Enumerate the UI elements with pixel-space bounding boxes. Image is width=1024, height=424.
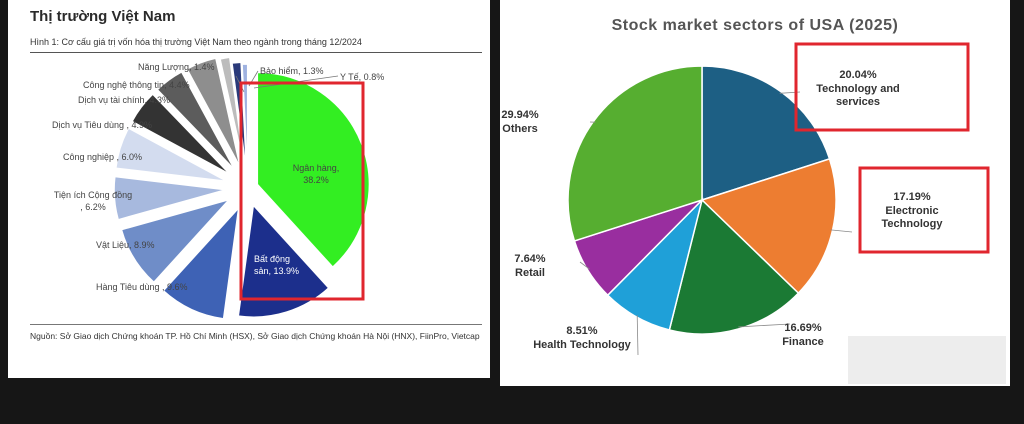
page-title: Thị trường Việt Nam — [30, 8, 176, 25]
pie-slice — [120, 198, 232, 284]
slice-value-label: 16.69% — [784, 322, 822, 334]
vietnam-pie-chart: Ngân hàng, 38.2% Bất động sản, 13.9% Hàng Ti… — [52, 56, 384, 320]
divider — [30, 324, 482, 325]
slice-label: Hàng Tiêu dùng , 9.6% — [96, 282, 188, 292]
source-note: Nguồn: Sở Giao dịch Chứng khoán TP. Hồ C… — [30, 331, 480, 341]
highlight-box — [858, 166, 990, 254]
slice-value-label: 17.19% — [893, 191, 931, 203]
slice-name-label: Finance — [782, 336, 824, 348]
pie-slice — [185, 57, 242, 168]
pie-slice — [114, 127, 228, 183]
slice-value-label: 29.94% — [501, 109, 539, 121]
slice-label: Y Tế, 0.8% — [340, 72, 384, 82]
slice-label: Dịch vụ Tiêu dùng , 4.9% — [52, 120, 152, 130]
pie-slice — [237, 203, 330, 318]
chart-subtitle: Hình 1: Cơ cấu giá trị vốn hóa thị trườn… — [30, 37, 362, 47]
slice-name-label: Technology and services — [816, 83, 900, 108]
pie-slice — [701, 65, 831, 202]
leader-line — [738, 323, 791, 328]
highlight-box — [794, 42, 970, 132]
pie-slice — [113, 175, 227, 221]
pie-slice — [162, 205, 240, 320]
pie-slice — [241, 63, 249, 177]
slice-name-label: Others — [502, 123, 537, 135]
leader-line — [830, 229, 853, 233]
slice-label: Dịch vụ tài chính, 4.3% — [78, 95, 170, 105]
slice-value-label: 20.04% — [839, 69, 877, 81]
slice-value-label: 7.64% — [514, 253, 545, 265]
chart-title: Stock market sectors of USA (2025) — [611, 17, 899, 34]
slice-label: Công nghệ thông tin, 4.4% — [83, 80, 190, 90]
slice-name-label: Retail — [515, 267, 545, 279]
pie-slice — [231, 61, 248, 175]
divider — [30, 52, 482, 53]
pie-slice — [156, 70, 236, 171]
slice-label: Công nghiệp , 6.0% — [63, 152, 142, 162]
highlight-box — [239, 81, 365, 301]
vietnam-panel: Thị trường Việt Nam Hình 1: Cơ cấu giá t… — [8, 0, 490, 378]
pie-slice — [567, 65, 703, 242]
pie-slice — [130, 93, 232, 176]
slice-value-label: 8.51% — [566, 325, 597, 337]
slice-label: Vật Liệu, 8.9% — [96, 240, 155, 250]
slice-name-label: Health Technology — [533, 339, 631, 351]
slice-label: Bất động sản, 13.9% — [254, 254, 299, 276]
leader-line — [636, 314, 639, 356]
slice-label: Bảo hiểm, 1.3% — [260, 66, 324, 76]
slice-label: Tiện ích Cộng đồng, 6.2% — [54, 190, 132, 212]
usa-panel: Stock market sectors of USA (2025) 20.04… — [500, 0, 1010, 386]
overlay-patch — [848, 336, 1006, 384]
pie-slice — [219, 56, 246, 169]
slice-label: Năng Lượng, 1.4% — [138, 62, 214, 72]
leader-line — [579, 261, 590, 270]
slice-label: Ngân hàng, 38.2% — [293, 163, 340, 185]
slice-name-label: Electronic Technology — [882, 205, 944, 230]
usa-pie-chart: 20.04% 17.19% 16.69% 8.51% 7.64% 29.94% Techno… — [501, 42, 990, 356]
pie-slice — [668, 198, 800, 335]
